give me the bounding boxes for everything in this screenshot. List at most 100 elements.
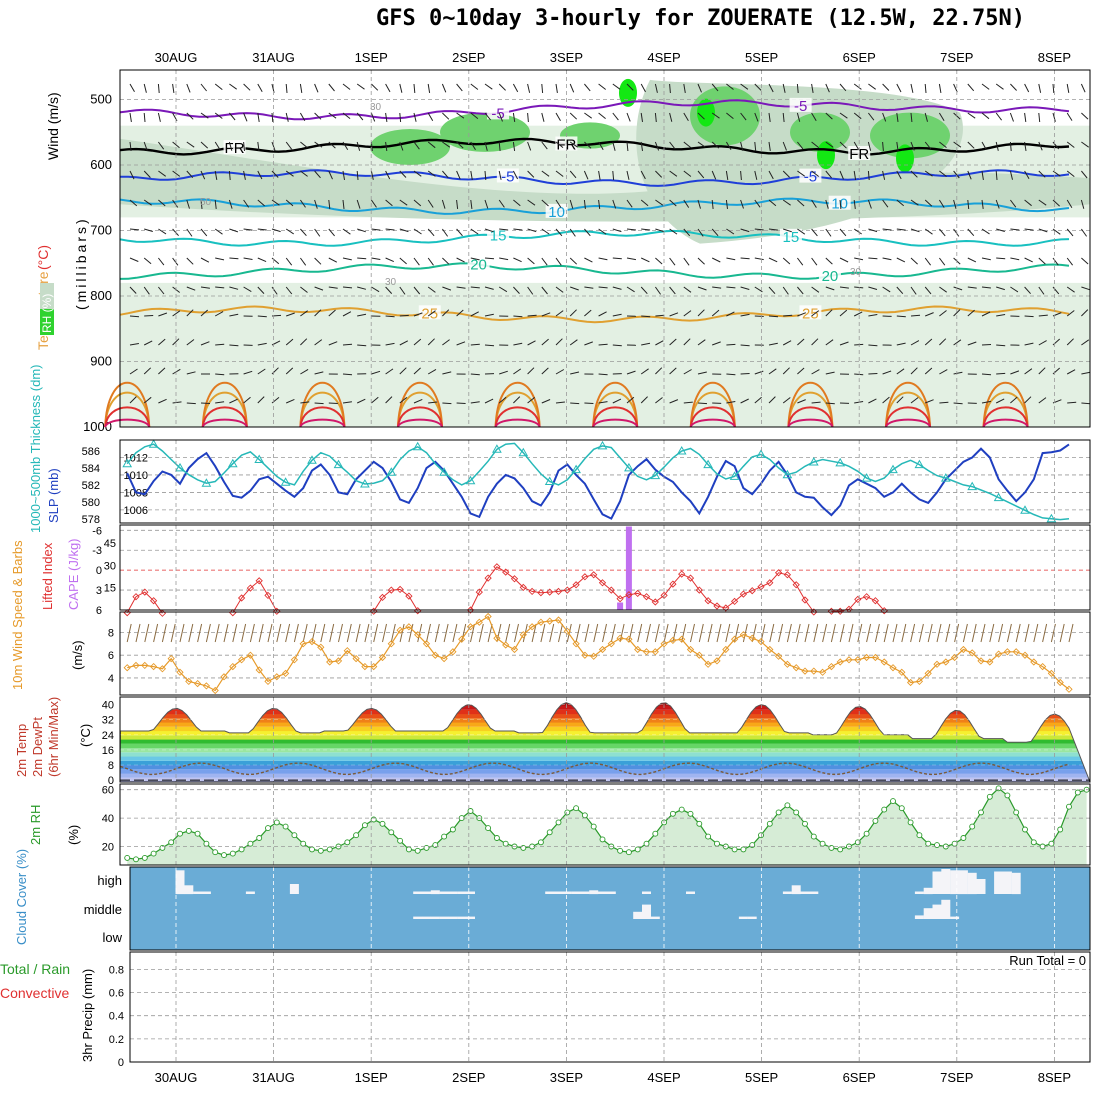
- upper-ytick: 900: [90, 353, 112, 368]
- wind-barb: [967, 228, 975, 237]
- wind-barb: [641, 228, 651, 231]
- wind-barb: [285, 199, 294, 207]
- wind10m-barb: [1015, 623, 1021, 643]
- wind10m-point: [862, 653, 871, 662]
- cloud-bar: [466, 916, 475, 919]
- wind-barb: [768, 83, 774, 93]
- wind-barb: [442, 402, 452, 405]
- cloud-bar: [950, 870, 960, 895]
- thickness-point: [597, 440, 608, 450]
- wind-barb: [712, 341, 721, 346]
- wind-barb: [1066, 310, 1075, 317]
- cloud-bar: [201, 891, 211, 894]
- wind-barb: [357, 257, 367, 260]
- rh2m-point: [810, 833, 817, 840]
- precip-ylabel-text: 3hr Precip (mm): [80, 969, 95, 1062]
- wind-barb: [740, 344, 750, 347]
- wind-barb: [512, 170, 519, 180]
- wind-barb: [967, 286, 977, 289]
- wind-barb: [939, 286, 947, 293]
- wind-barb: [669, 399, 679, 404]
- wind10m-point: [1003, 648, 1012, 656]
- wind-barb: [1081, 402, 1091, 405]
- thickness-point: [624, 462, 634, 472]
- wind-barb: [484, 228, 494, 233]
- wind-barb: [683, 286, 692, 293]
- wind10m-point: [607, 640, 615, 648]
- wind-barb: [186, 170, 194, 179]
- wind-barb: [484, 170, 487, 181]
- isotherm-line: [120, 229, 1070, 247]
- wind-barb: [200, 199, 203, 209]
- wind10m-point: [774, 652, 783, 660]
- wind-barb: [740, 286, 750, 290]
- rh2m-point: [150, 850, 157, 857]
- wind-barb: [839, 141, 847, 149]
- wind-barb: [186, 309, 194, 317]
- wind10m-barb: [373, 623, 379, 643]
- wind-barb: [300, 228, 307, 237]
- temp-outline: [119, 702, 1091, 783]
- wind-barb: [896, 368, 905, 375]
- wind-barb: [570, 402, 580, 405]
- wind-barb: [314, 286, 324, 291]
- wind-barb: [441, 228, 449, 237]
- wind-barb: [669, 257, 676, 266]
- cloud-bar: [184, 885, 194, 895]
- wind-barb: [825, 83, 830, 93]
- wind-barb: [598, 257, 608, 261]
- wind-barb: [854, 257, 864, 261]
- wind-barb: [910, 228, 920, 233]
- wind-barb: [882, 141, 884, 152]
- wind10m-barb: [813, 623, 819, 643]
- cloud-bar: [1002, 871, 1012, 894]
- rh2m-point: [317, 847, 324, 854]
- wind-barb: [768, 368, 777, 375]
- rh2m-point: [441, 833, 448, 840]
- wind10m-frame: [119, 611, 1091, 696]
- wind-barb: [981, 170, 984, 180]
- wind10m-point: [968, 649, 976, 657]
- lifted-index-point: [546, 588, 554, 596]
- wind-barb: [654, 112, 657, 123]
- wind-barb: [243, 170, 246, 180]
- temp-band: [120, 735, 1090, 740]
- wind-barb: [342, 343, 353, 346]
- wind10m-point: [334, 657, 343, 665]
- wind-barb: [484, 398, 494, 404]
- wind10m-barb: [945, 623, 951, 643]
- wind-barb: [371, 286, 380, 293]
- isotherm-label: 25: [802, 305, 819, 322]
- wind-barb: [811, 112, 817, 121]
- wind10m-barb: [249, 623, 255, 643]
- rh2m-point: [907, 819, 914, 826]
- wind-barb: [470, 286, 480, 289]
- wind-barb: [683, 338, 691, 346]
- wind-barb: [214, 83, 223, 90]
- wind10m-point: [246, 651, 255, 659]
- wind-barb: [527, 83, 531, 93]
- date-label-top: 30AUG: [155, 50, 198, 65]
- wind-barb: [555, 141, 564, 148]
- wind-barb: [697, 199, 701, 209]
- cloud-bar: [545, 891, 555, 894]
- wind-barb: [598, 228, 607, 235]
- wind-barb: [853, 228, 862, 235]
- lifted-index-point: [634, 589, 642, 598]
- rh2m-point: [1048, 840, 1055, 847]
- wind-barb: [654, 286, 662, 295]
- wind-barb: [867, 170, 870, 181]
- wind-barb: [385, 368, 394, 375]
- date-label-top: 2SEP: [452, 50, 485, 65]
- wind-barb: [555, 83, 558, 93]
- rh2m-point: [141, 854, 148, 861]
- wind-barb: [229, 228, 239, 233]
- wind10m-point: [625, 635, 633, 643]
- slp-line: [126, 443, 1070, 520]
- wind10m-point: [1047, 669, 1056, 678]
- wind-barb: [456, 341, 466, 346]
- wind10m-barb: [338, 623, 343, 643]
- wind-barb: [1066, 199, 1073, 208]
- wind10m-barb: [637, 623, 643, 643]
- wind-barb: [214, 228, 223, 235]
